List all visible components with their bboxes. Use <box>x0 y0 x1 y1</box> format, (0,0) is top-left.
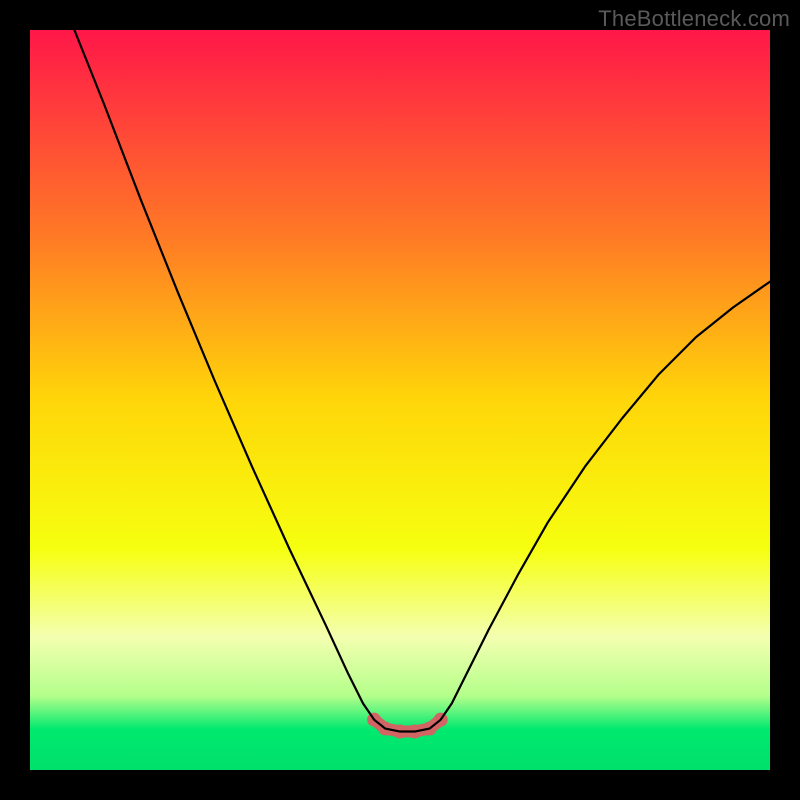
plot-area <box>30 30 770 770</box>
chart-background <box>30 30 770 770</box>
watermark-text: TheBottleneck.com <box>598 6 790 32</box>
chart-svg <box>30 30 770 770</box>
